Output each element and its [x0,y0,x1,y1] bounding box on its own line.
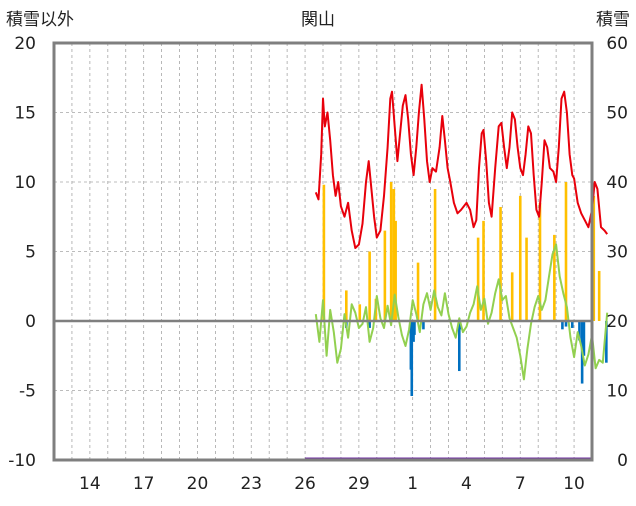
x-tick-label: 1 [407,474,418,494]
y-right-tick-label: 40 [606,173,628,193]
x-tick-label: 23 [240,474,262,494]
series-line [314,243,609,381]
line-series [305,83,609,461]
x-tick-label: 10 [563,474,585,494]
y-right-tick-label: 50 [606,104,628,124]
bar-series [322,182,608,397]
x-tick-label: 17 [133,474,155,494]
chart-title: 関山 [301,10,335,30]
y-left-tick-label: 20 [14,34,36,54]
y-right-tick-label: 0 [617,451,628,471]
y-right-tick-label: 20 [606,312,628,332]
x-tick-label: 4 [461,474,472,494]
right-axis-title: 積雪 [596,10,630,30]
x-tick-label: 14 [79,474,101,494]
series-line [314,83,609,249]
y-left-tick-label: -10 [8,451,36,471]
y-right-tick-label: 60 [606,34,628,54]
x-tick-label: 7 [515,474,526,494]
left-axis-title: 積雪以外 [6,10,74,30]
x-tick-label: 20 [187,474,209,494]
y-left-tick-label: 15 [14,104,36,124]
y-left-tick-label: 0 [25,312,36,332]
x-tick-label: 29 [348,474,370,494]
y-left-tick-label: 10 [14,173,36,193]
y-left-tick-label: 5 [25,243,36,263]
y-left-tick-label: -5 [19,382,36,402]
y-right-tick-label: 30 [606,243,628,263]
x-tick-label: 26 [294,474,316,494]
y-right-tick-label: 10 [606,382,628,402]
plot-frame [52,41,594,462]
